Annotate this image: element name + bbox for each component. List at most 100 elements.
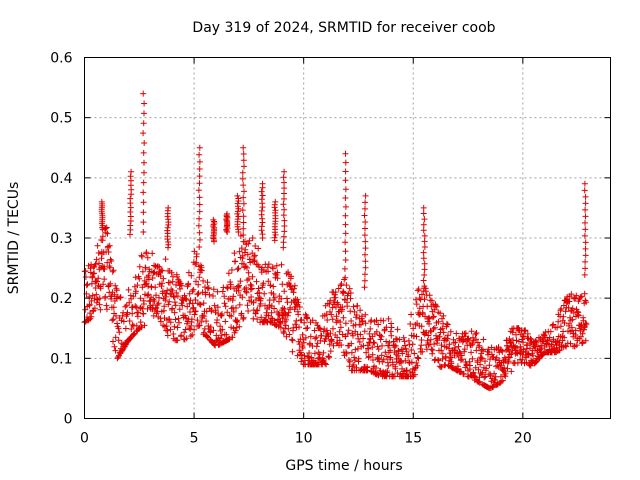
- data-point: [193, 278, 199, 285]
- data-point: [413, 359, 420, 366]
- data-point: [418, 323, 425, 330]
- data-point: [579, 339, 586, 346]
- data-point: [362, 225, 368, 232]
- data-point: [581, 187, 588, 194]
- data-point: [124, 309, 131, 316]
- data-point: [137, 295, 144, 302]
- data-point: [165, 239, 172, 245]
- data-point: [351, 354, 358, 361]
- data-point: [295, 311, 302, 318]
- data-point: [224, 210, 230, 217]
- data-point: [505, 358, 512, 365]
- data-point: [477, 356, 484, 363]
- data-point: [211, 302, 218, 309]
- data-point: [262, 302, 268, 309]
- data-point: [481, 374, 488, 381]
- data-point: [396, 336, 403, 343]
- data-point: [241, 163, 247, 170]
- data-point: [555, 318, 562, 325]
- data-point: [365, 345, 372, 352]
- data-point: [222, 318, 229, 325]
- data-point: [340, 289, 347, 296]
- data-point: [115, 354, 122, 360]
- data-point: [362, 258, 369, 265]
- data-point: [245, 240, 252, 247]
- data-point: [176, 319, 182, 326]
- data-point: [398, 358, 405, 365]
- data-point: [408, 311, 415, 318]
- data-point: [517, 343, 524, 350]
- data-point: [410, 373, 417, 380]
- data-point: [253, 307, 260, 314]
- data-point: [350, 303, 357, 310]
- data-point: [470, 369, 477, 376]
- data-point: [235, 195, 242, 202]
- data-point: [268, 309, 275, 316]
- data-point: [230, 293, 237, 300]
- data-point: [221, 300, 228, 307]
- data-point: [164, 224, 171, 231]
- data-point: [173, 289, 180, 296]
- data-point: [96, 295, 103, 302]
- data-point: [362, 238, 369, 245]
- data-point: [140, 199, 147, 206]
- data-point: [342, 177, 349, 184]
- axis-ticks: [84, 57, 611, 419]
- data-point: [556, 339, 563, 346]
- data-point: [394, 326, 401, 333]
- data-point: [362, 245, 369, 252]
- data-point: [232, 258, 239, 265]
- data-point: [192, 261, 199, 268]
- data-point: [193, 251, 200, 257]
- data-point: [133, 288, 139, 295]
- data-point: [342, 257, 349, 263]
- data-point: [420, 204, 427, 211]
- data-point: [331, 299, 338, 305]
- data-point: [187, 333, 194, 340]
- data-point: [294, 302, 301, 309]
- data-point: [93, 256, 100, 263]
- data-point: [289, 337, 296, 344]
- data-point: [434, 337, 441, 344]
- data-point: [323, 361, 330, 368]
- data-point: [439, 350, 446, 357]
- data-point: [460, 337, 467, 344]
- data-point: [274, 275, 281, 282]
- data-point: [424, 337, 431, 344]
- data-point: [176, 306, 183, 313]
- data-point: [582, 252, 589, 259]
- data-point: [509, 329, 516, 336]
- data-point: [196, 208, 203, 215]
- data-point: [196, 201, 203, 208]
- data-point: [402, 357, 409, 364]
- data-point: [300, 339, 307, 346]
- data-point: [280, 233, 287, 240]
- data-point: [350, 332, 356, 339]
- data-point: [357, 307, 364, 314]
- data-point: [153, 304, 160, 311]
- data-point: [237, 278, 244, 285]
- data-point: [324, 317, 331, 323]
- data-point: [332, 289, 339, 296]
- x-tick-label: 5: [190, 431, 199, 447]
- data-point: [428, 297, 435, 304]
- data-point: [437, 310, 444, 317]
- data-point: [136, 275, 143, 282]
- data-point: [259, 231, 266, 238]
- data-point: [196, 151, 203, 158]
- data-point: [251, 252, 258, 259]
- data-point: [129, 321, 136, 328]
- data-point: [582, 265, 589, 272]
- data-point: [349, 363, 356, 370]
- data-point: [110, 267, 117, 274]
- data-point: [238, 245, 245, 252]
- data-point: [195, 222, 202, 229]
- data-point: [130, 331, 137, 338]
- data-point: [200, 277, 207, 284]
- data-point: [344, 303, 351, 310]
- data-point: [342, 239, 349, 246]
- data-point: [477, 361, 484, 368]
- data-point: [581, 290, 588, 297]
- data-point: [548, 341, 555, 348]
- data-point: [345, 327, 352, 334]
